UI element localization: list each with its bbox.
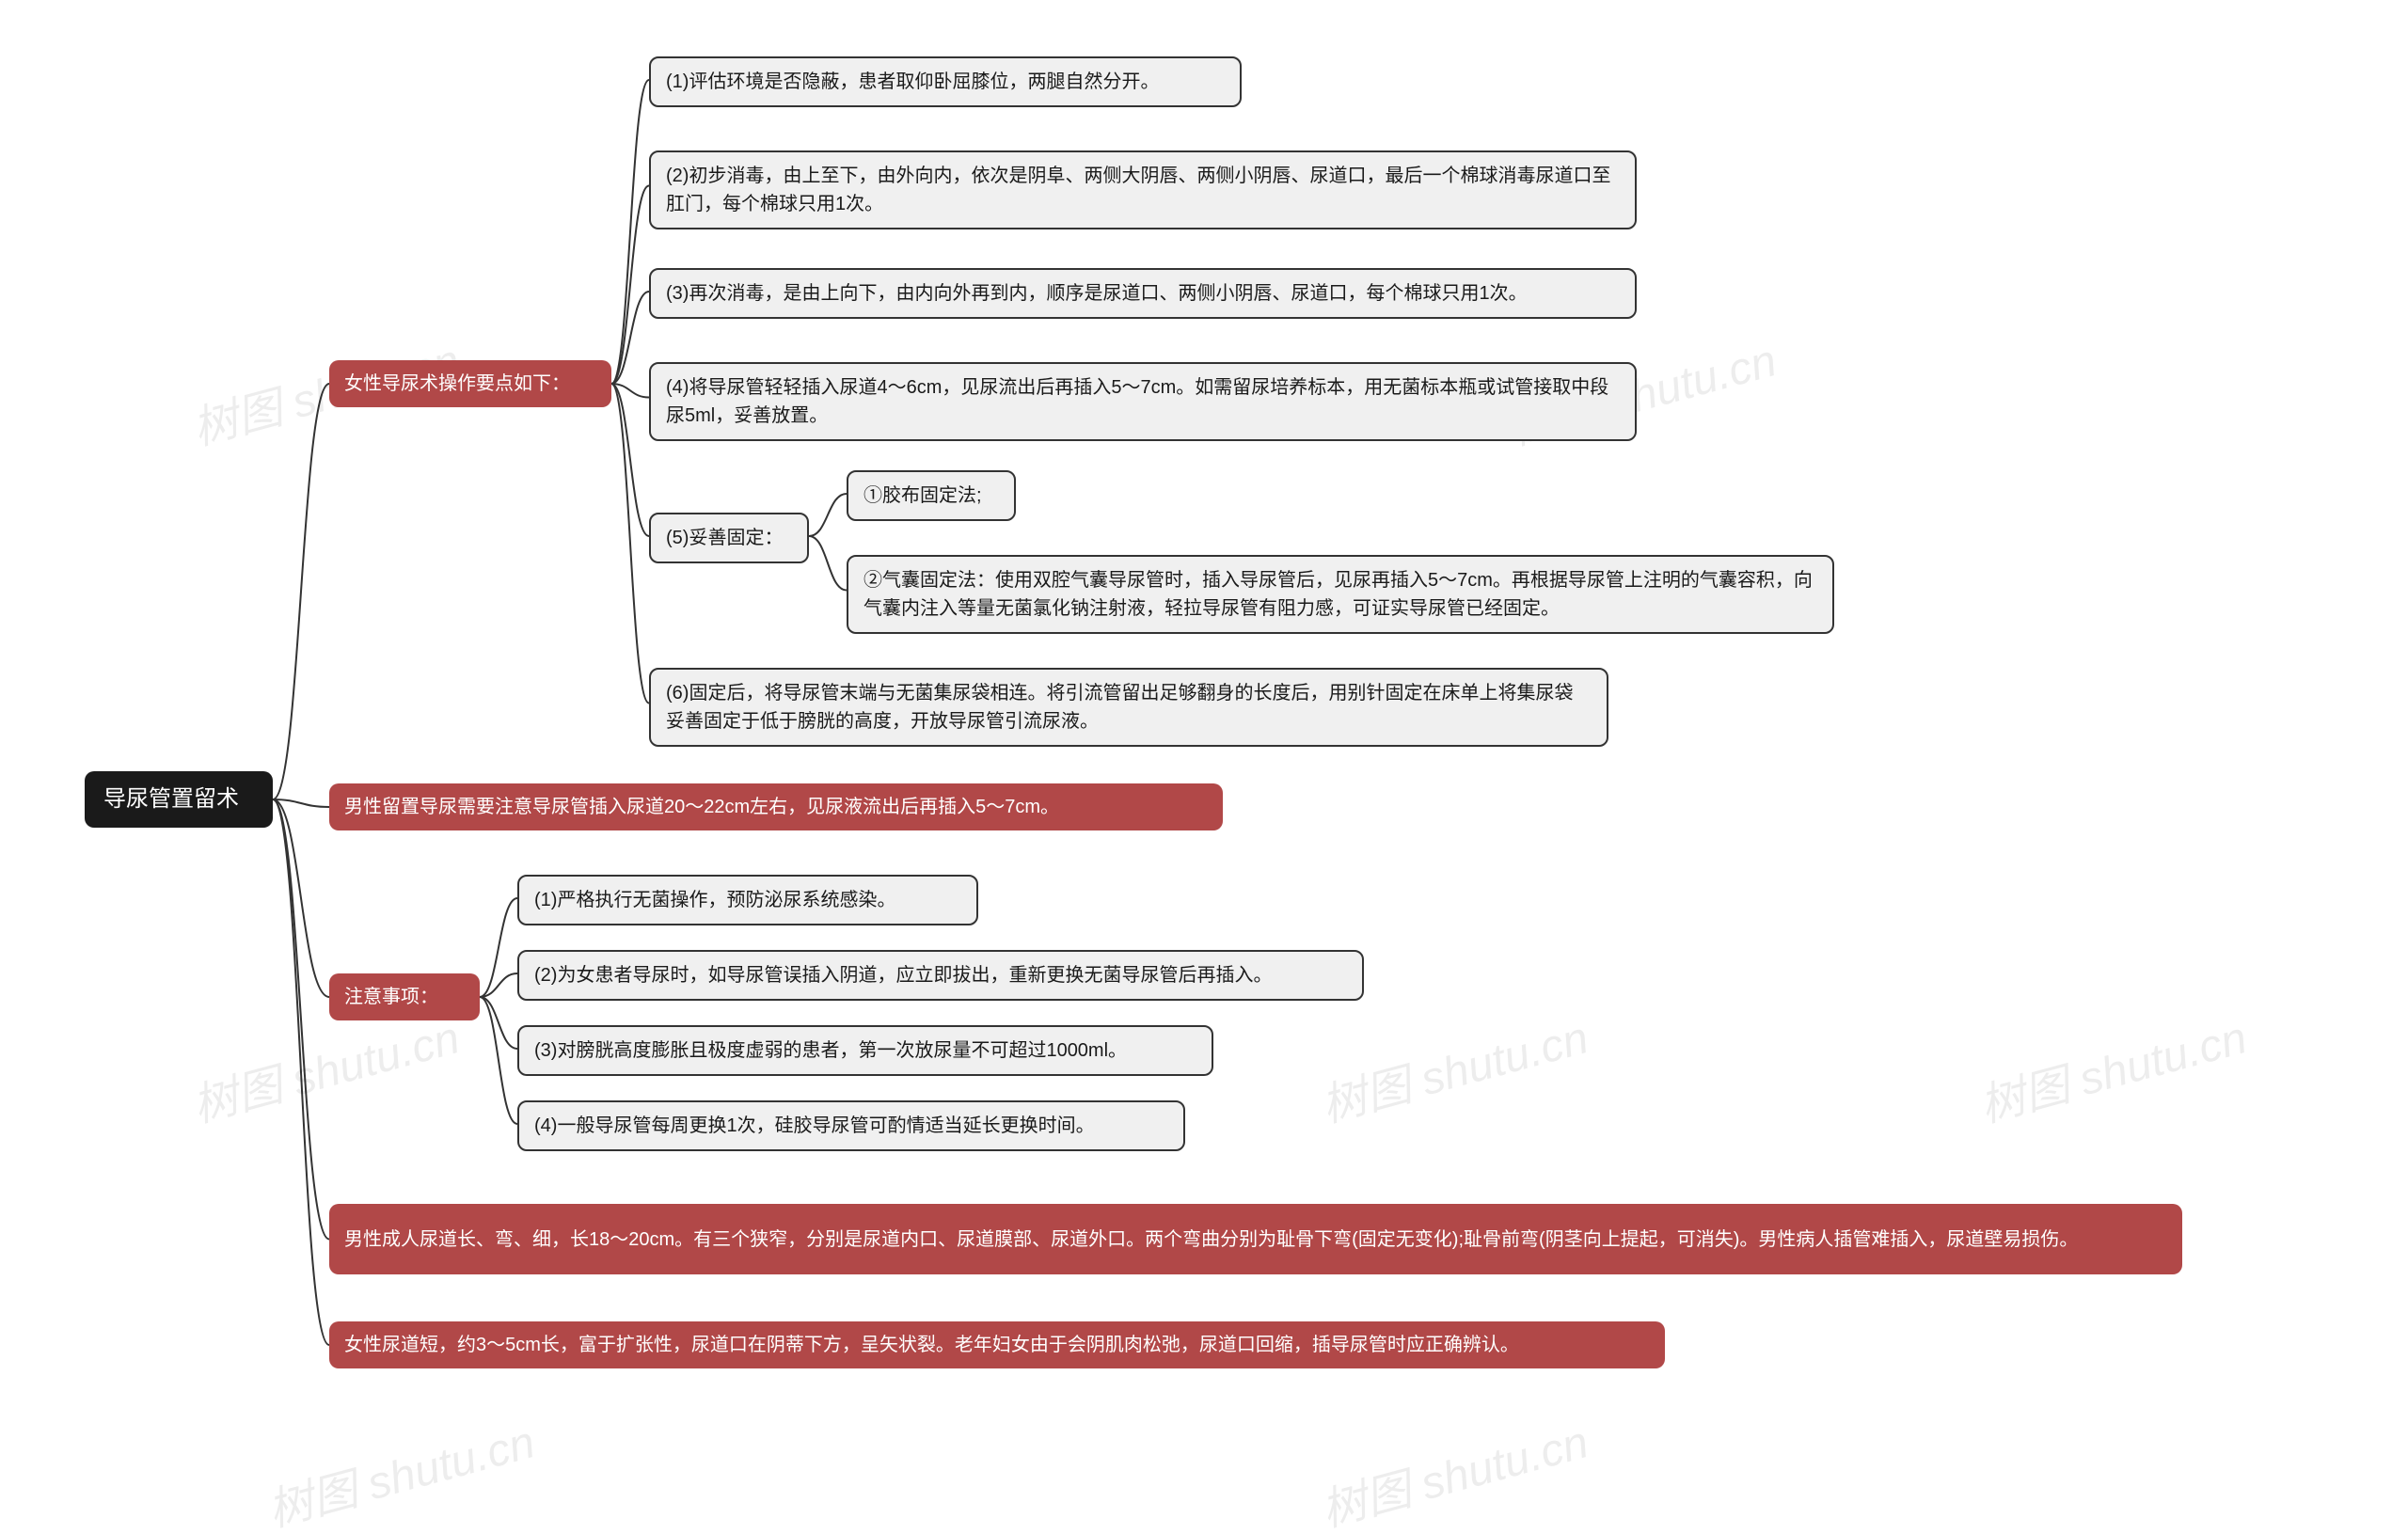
- node-label: 注意事项：: [344, 983, 438, 1011]
- leaf-node: (3)对膀胱高度膨胀且极度虚弱的患者，第一次放尿量不可超过1000ml。: [517, 1025, 1213, 1076]
- leaf-node: (1)评估环境是否隐蔽，患者取仰卧屈膝位，两腿自然分开。: [649, 56, 1242, 107]
- branch-node: 女性尿道短，约3～5cm长，富于扩张性，尿道口在阴蒂下方，呈矢状裂。老年妇女由于…: [329, 1321, 1665, 1368]
- node-label: 男性留置导尿需要注意导尿管插入尿道20～22cm左右，见尿液流出后再插入5～7c…: [344, 793, 1059, 821]
- branch-node: 男性成人尿道长、弯、细，长18～20cm。有三个狭窄，分别是尿道内口、尿道膜部、…: [329, 1204, 2182, 1274]
- leaf-node: (2)初步消毒，由上至下，由外向内，依次是阴阜、两侧大阴唇、两侧小阴唇、尿道口，…: [649, 150, 1637, 229]
- leaf-node: (4)一般导尿管每周更换1次，硅胶导尿管可酌情适当延长更换时间。: [517, 1100, 1185, 1151]
- leaf-node: (6)固定后，将导尿管末端与无菌集尿袋相连。将引流管留出足够翻身的长度后，用别针…: [649, 668, 1608, 747]
- node-label: ②气囊固定法：使用双腔气囊导尿管时，插入导尿管后，见尿再插入5～7cm。再根据导…: [863, 566, 1817, 623]
- leaf-node: ①胶布固定法;: [847, 470, 1016, 521]
- watermark: 树图 shutu.cn: [1313, 1001, 1594, 1135]
- leaf-node: (2)为女患者导尿时，如导尿管误插入阴道，应立即拔出，重新更换无菌导尿管后再插入…: [517, 950, 1364, 1001]
- root-label: 导尿管置留术: [103, 783, 239, 816]
- branch-node: 女性导尿术操作要点如下：: [329, 360, 611, 407]
- node-label: (4)将导尿管轻轻插入尿道4～6cm，见尿流出后再插入5～7cm。如需留尿培养标…: [666, 373, 1620, 430]
- node-label: (3)再次消毒，是由上向下，由内向外再到内，顺序是尿道口、两侧小阴唇、尿道口，每…: [666, 279, 1528, 308]
- node-label: (2)为女患者导尿时，如导尿管误插入阴道，应立即拔出，重新更换无菌导尿管后再插入…: [534, 961, 1272, 989]
- root-node: 导尿管置留术: [85, 771, 273, 828]
- watermark: 树图 shutu.cn: [1972, 1001, 2253, 1135]
- node-label: (6)固定后，将导尿管末端与无菌集尿袋相连。将引流管留出足够翻身的长度后，用别针…: [666, 679, 1592, 735]
- branch-node: 男性留置导尿需要注意导尿管插入尿道20～22cm左右，见尿液流出后再插入5～7c…: [329, 783, 1223, 830]
- connector-layer: [0, 0, 2408, 1534]
- node-label: (1)严格执行无菌操作，预防泌尿系统感染。: [534, 886, 895, 914]
- leaf-node: (4)将导尿管轻轻插入尿道4～6cm，见尿流出后再插入5～7cm。如需留尿培养标…: [649, 362, 1637, 441]
- leaf-node: (1)严格执行无菌操作，预防泌尿系统感染。: [517, 875, 978, 925]
- node-label: 女性尿道短，约3～5cm长，富于扩张性，尿道口在阴蒂下方，呈矢状裂。老年妇女由于…: [344, 1331, 1519, 1359]
- node-label: (2)初步消毒，由上至下，由外向内，依次是阴阜、两侧大阴唇、两侧小阴唇、尿道口，…: [666, 162, 1620, 218]
- node-label: 男性成人尿道长、弯、细，长18～20cm。有三个狭窄，分别是尿道内口、尿道膜部、…: [344, 1226, 2078, 1254]
- node-label: (1)评估环境是否隐蔽，患者取仰卧屈膝位，两腿自然分开。: [666, 68, 1159, 96]
- node-label: (3)对膀胱高度膨胀且极度虚弱的患者，第一次放尿量不可超过1000ml。: [534, 1036, 1127, 1065]
- watermark: 树图 shutu.cn: [260, 1405, 541, 1534]
- node-label: (4)一般导尿管每周更换1次，硅胶导尿管可酌情适当延长更换时间。: [534, 1112, 1095, 1140]
- watermark: 树图 shutu.cn: [1313, 1405, 1594, 1534]
- node-label: ①胶布固定法;: [863, 482, 982, 510]
- branch-node: 注意事项：: [329, 973, 480, 1020]
- leaf-node: (5)妥善固定：: [649, 513, 809, 563]
- node-label: (5)妥善固定：: [666, 524, 783, 552]
- leaf-node: ②气囊固定法：使用双腔气囊导尿管时，插入导尿管后，见尿再插入5～7cm。再根据导…: [847, 555, 1834, 634]
- node-label: 女性导尿术操作要点如下：: [344, 370, 570, 398]
- leaf-node: (3)再次消毒，是由上向下，由内向外再到内，顺序是尿道口、两侧小阴唇、尿道口，每…: [649, 268, 1637, 319]
